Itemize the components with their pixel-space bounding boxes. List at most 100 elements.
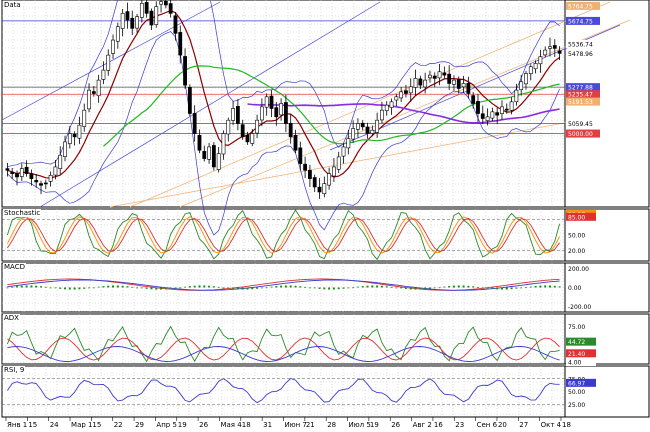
candle-body xyxy=(293,134,298,151)
rsi-tick-label: 50.00 xyxy=(568,389,585,396)
macd-histogram-bar xyxy=(558,286,561,288)
candle-body xyxy=(538,56,543,65)
candle-body xyxy=(226,119,231,135)
macd-histogram-bar xyxy=(443,286,446,288)
macd-histogram-bar xyxy=(265,287,268,289)
x-axis-tick-label: 23 xyxy=(455,421,464,428)
candle-body xyxy=(543,49,548,56)
candle-body xyxy=(408,86,413,94)
candle-body xyxy=(63,141,67,157)
price-tick-label: 5536.74 xyxy=(568,41,593,48)
rsi-tick-label-bg xyxy=(566,400,596,409)
candle-body xyxy=(399,91,404,99)
x-axis-tick-label: 21 xyxy=(306,421,315,428)
price-tick-label-bg xyxy=(566,49,600,58)
rsi-tick-label-bg xyxy=(566,378,596,387)
macd-histogram-bar xyxy=(390,286,393,288)
price-tick-label: 5277.88 xyxy=(568,85,593,92)
candle-body xyxy=(67,133,72,144)
macd-histogram-bar xyxy=(40,286,43,288)
adx-plus-di-line xyxy=(6,325,560,363)
macd-histogram-bar xyxy=(241,287,244,290)
macd-histogram-bar xyxy=(251,287,254,290)
candle-body xyxy=(101,69,106,80)
macd-histogram-bar xyxy=(30,285,33,288)
macd-histogram-bar xyxy=(280,285,283,288)
candle-body xyxy=(111,39,115,54)
macd-histogram-bar xyxy=(145,287,148,289)
candle-body xyxy=(125,11,130,21)
macd-histogram-bar xyxy=(35,285,38,288)
macd-histogram-bar xyxy=(68,287,71,290)
macd-histogram-bar xyxy=(73,287,76,290)
macd-histogram-bar xyxy=(419,287,422,290)
macd-histogram-bar xyxy=(548,285,551,288)
rsi-tick-label-bg xyxy=(566,374,596,383)
price-tick-label: 5000.00 xyxy=(568,131,593,138)
x-axis-tick-label: 26 xyxy=(199,421,208,428)
candle-body xyxy=(312,177,317,188)
candle-body xyxy=(432,75,437,79)
stochastic-tick-label-bg xyxy=(566,212,596,221)
candle-body xyxy=(327,173,332,186)
rsi-tick-label: 66.97 xyxy=(568,380,585,387)
price-tick-label-bg xyxy=(566,119,600,128)
macd-tick-label: 0.00 xyxy=(568,285,582,292)
x-axis-tick-label: 16 xyxy=(434,421,443,428)
x-axis-tick-label: Янв 1 xyxy=(7,421,27,428)
macd-histogram-bar xyxy=(299,286,302,288)
adx-tick-label-bg xyxy=(566,358,596,366)
price-tick-label-bg xyxy=(566,97,600,106)
macd-histogram-bar xyxy=(179,287,182,289)
macd-histogram-bar xyxy=(352,287,355,289)
macd-histogram-bar xyxy=(222,287,225,289)
candle-body xyxy=(447,73,452,84)
candle-body xyxy=(471,95,476,104)
price-tick-label: 5478.96 xyxy=(568,51,593,58)
macd-histogram-bar xyxy=(342,287,345,289)
x-axis-tick-label: 29 xyxy=(135,421,144,428)
x-axis-tick-label: 22 xyxy=(114,421,123,428)
moving-average-short xyxy=(7,9,560,179)
macd-tick-label: -200.00 xyxy=(568,304,591,311)
moving-average-long xyxy=(103,65,560,147)
macd-histogram-bar xyxy=(452,285,455,288)
price-tick-label-bg xyxy=(566,1,600,10)
macd-histogram-bar xyxy=(260,287,263,289)
candle-body xyxy=(10,171,15,174)
macd-histogram-bar xyxy=(164,287,167,290)
macd-histogram-bar xyxy=(376,285,379,288)
macd-histogram-bar xyxy=(433,287,436,289)
adx-line xyxy=(7,346,560,362)
candle-body xyxy=(72,133,77,138)
macd-histogram-bar xyxy=(126,286,129,288)
candle-body xyxy=(135,16,139,29)
macd-histogram-bar xyxy=(510,287,513,290)
macd-histogram-bar xyxy=(462,285,465,288)
candle-body xyxy=(58,154,63,169)
candle-body xyxy=(548,46,552,49)
candle-body xyxy=(384,104,389,111)
macd-histogram-bar xyxy=(553,285,556,288)
macd-histogram-bar xyxy=(380,285,383,288)
macd-histogram-bar xyxy=(212,286,215,288)
x-axis-tick-label: Авг 2 xyxy=(413,421,432,428)
candle-body xyxy=(39,183,43,186)
candle-body xyxy=(375,119,380,133)
candle-body xyxy=(274,107,279,118)
candle-body xyxy=(346,138,351,149)
candle-body xyxy=(240,124,245,138)
macd-histogram-bar xyxy=(59,287,62,289)
candle-body xyxy=(456,79,461,89)
candle-body xyxy=(380,109,384,121)
macd-histogram-bar xyxy=(140,287,143,289)
candle-body xyxy=(96,79,101,97)
price-tick-label-bg xyxy=(566,90,600,99)
stochastic-k-line xyxy=(6,209,561,261)
macd-histogram-bar xyxy=(371,285,374,288)
x-axis-tick-label: 15 xyxy=(92,421,101,428)
candle-body xyxy=(216,153,221,170)
candle-body xyxy=(509,101,514,111)
x-axis-tick-label: Мар 1 xyxy=(71,421,92,428)
candle-body xyxy=(48,174,53,182)
